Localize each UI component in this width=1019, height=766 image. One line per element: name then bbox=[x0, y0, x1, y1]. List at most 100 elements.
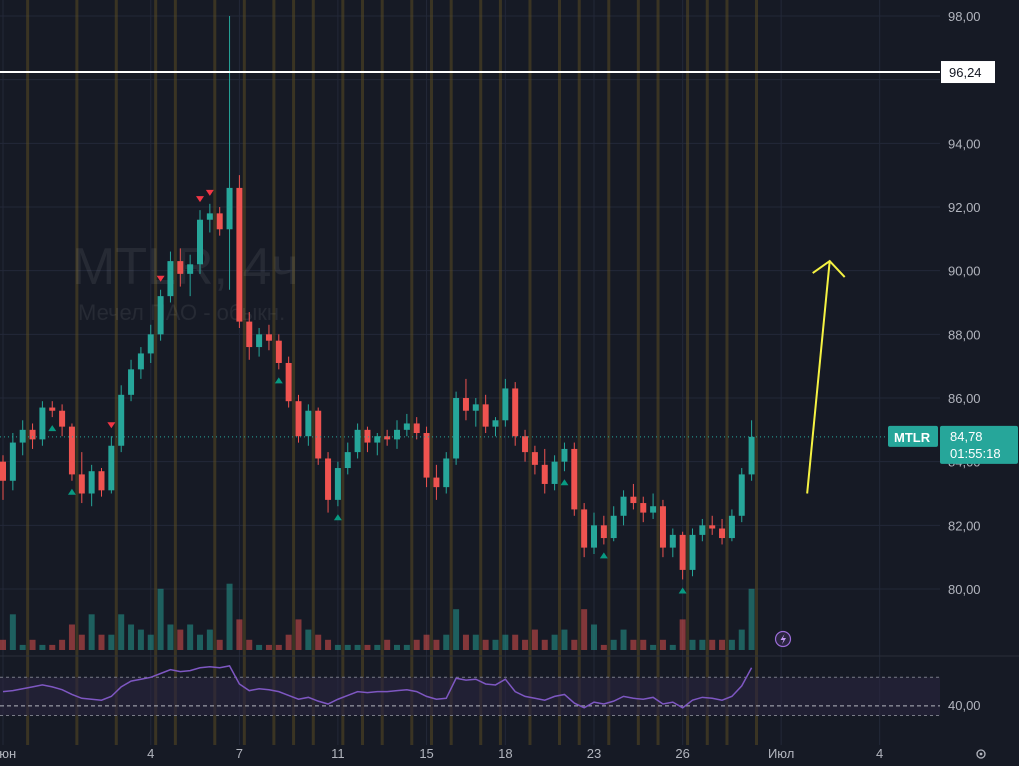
candle[interactable] bbox=[561, 442, 568, 472]
candle[interactable] bbox=[640, 496, 647, 523]
candle[interactable] bbox=[374, 433, 381, 456]
candle[interactable] bbox=[728, 509, 735, 542]
candle[interactable] bbox=[177, 248, 184, 287]
candle[interactable] bbox=[531, 445, 538, 475]
candle[interactable] bbox=[265, 324, 272, 351]
candle[interactable] bbox=[98, 468, 105, 497]
candle[interactable] bbox=[59, 404, 66, 437]
volume-bar bbox=[177, 629, 184, 650]
candle[interactable] bbox=[118, 385, 125, 453]
candle[interactable] bbox=[413, 417, 420, 440]
session-bar bbox=[380, 0, 384, 745]
candle[interactable] bbox=[187, 254, 194, 297]
candle[interactable] bbox=[738, 468, 745, 523]
candle[interactable] bbox=[650, 493, 657, 519]
candle[interactable] bbox=[39, 401, 46, 446]
candle[interactable] bbox=[256, 327, 263, 357]
candles[interactable] bbox=[0, 16, 755, 580]
trend-arrow[interactable] bbox=[806, 259, 846, 494]
candle[interactable] bbox=[19, 420, 26, 456]
candle[interactable] bbox=[167, 251, 174, 303]
candle[interactable] bbox=[68, 423, 75, 481]
candle[interactable] bbox=[502, 378, 509, 427]
candle[interactable] bbox=[522, 429, 529, 462]
volume-bar bbox=[522, 639, 529, 650]
price-tick-label: 94,00 bbox=[948, 136, 981, 151]
candle[interactable] bbox=[236, 175, 243, 328]
candle[interactable] bbox=[295, 394, 302, 443]
candle[interactable] bbox=[344, 442, 351, 475]
candle[interactable] bbox=[9, 433, 16, 491]
session-bar bbox=[725, 0, 729, 745]
candle-body bbox=[443, 458, 450, 488]
candle[interactable] bbox=[226, 16, 233, 290]
price-axis[interactable]: 80,0082,0084,0086,0088,0090,0092,0094,00… bbox=[948, 9, 981, 597]
candle[interactable] bbox=[325, 452, 332, 513]
candle[interactable] bbox=[128, 359, 135, 402]
time-axis[interactable]: Июн 4 7 11 15 18 23 26 Июл 4 bbox=[0, 746, 883, 761]
candle[interactable] bbox=[364, 426, 371, 453]
candle[interactable] bbox=[679, 531, 686, 580]
candle[interactable] bbox=[581, 503, 588, 558]
candle[interactable] bbox=[659, 499, 666, 558]
candle[interactable] bbox=[453, 391, 460, 465]
candle-body bbox=[216, 213, 223, 230]
candle[interactable] bbox=[571, 442, 578, 516]
gear-icon[interactable] bbox=[976, 749, 986, 759]
session-bar bbox=[242, 0, 246, 745]
candle[interactable] bbox=[610, 506, 617, 542]
candle[interactable] bbox=[246, 312, 253, 360]
candle[interactable] bbox=[433, 464, 440, 500]
candle[interactable] bbox=[669, 528, 676, 558]
candle-body bbox=[423, 433, 430, 478]
candle[interactable] bbox=[462, 378, 469, 421]
lightning-icon[interactable] bbox=[774, 630, 792, 648]
candle[interactable] bbox=[689, 528, 696, 577]
candle[interactable] bbox=[600, 515, 607, 545]
candle[interactable] bbox=[157, 289, 164, 341]
candle-body bbox=[354, 429, 361, 453]
volume-bar bbox=[315, 634, 322, 650]
candle[interactable] bbox=[275, 334, 282, 370]
candle[interactable] bbox=[591, 512, 597, 554]
candle[interactable] bbox=[285, 356, 292, 408]
candle[interactable] bbox=[108, 436, 115, 494]
candle[interactable] bbox=[748, 420, 755, 481]
volume-bar bbox=[157, 588, 164, 650]
candle[interactable] bbox=[305, 404, 312, 446]
candle[interactable] bbox=[423, 426, 430, 488]
rsi-pane[interactable]: 40,00 bbox=[0, 655, 1019, 716]
candle[interactable] bbox=[88, 464, 95, 507]
candle[interactable] bbox=[216, 207, 223, 236]
candle[interactable] bbox=[541, 448, 548, 494]
candle[interactable] bbox=[49, 401, 56, 418]
rsi-line[interactable] bbox=[2, 665, 753, 709]
candle[interactable] bbox=[394, 420, 400, 449]
candle[interactable] bbox=[709, 515, 716, 535]
candle[interactable] bbox=[630, 483, 637, 510]
candle[interactable] bbox=[719, 518, 726, 545]
candle-body bbox=[19, 429, 26, 443]
candle[interactable] bbox=[472, 398, 479, 427]
candle[interactable] bbox=[512, 382, 519, 446]
candle[interactable] bbox=[620, 490, 627, 526]
candle[interactable] bbox=[482, 394, 489, 434]
candle[interactable] bbox=[334, 461, 341, 507]
candle[interactable] bbox=[384, 429, 391, 446]
candle[interactable] bbox=[403, 413, 410, 437]
candle[interactable] bbox=[197, 210, 203, 274]
candle[interactable] bbox=[137, 347, 144, 379]
candle[interactable] bbox=[147, 324, 154, 363]
candle[interactable] bbox=[443, 452, 450, 494]
candle[interactable] bbox=[551, 455, 558, 491]
candle[interactable] bbox=[492, 417, 499, 437]
candle[interactable] bbox=[29, 423, 36, 449]
candle[interactable] bbox=[354, 423, 361, 459]
volume-bar bbox=[364, 644, 371, 650]
candle[interactable] bbox=[0, 455, 6, 500]
candle[interactable] bbox=[315, 407, 322, 465]
candle[interactable] bbox=[78, 452, 85, 504]
candle[interactable] bbox=[206, 203, 213, 233]
candle[interactable] bbox=[699, 518, 706, 542]
